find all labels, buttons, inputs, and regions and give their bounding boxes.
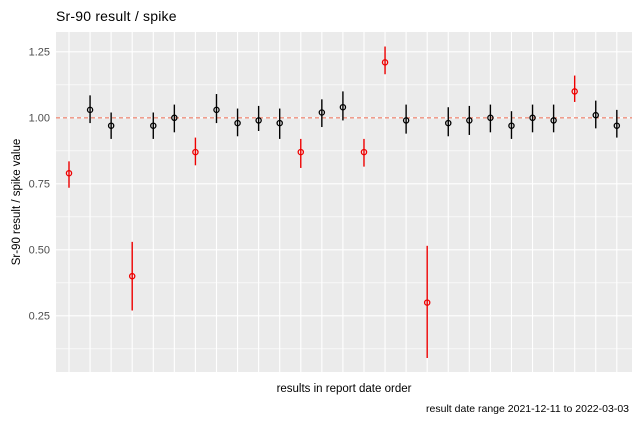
point-marker: [402, 117, 410, 124]
point-marker: [128, 272, 136, 280]
point-marker: [360, 148, 368, 156]
point-marker: [508, 122, 515, 129]
point-marker: [297, 148, 305, 156]
y-tick-label: 0.50: [29, 245, 50, 257]
point-marker: [171, 114, 178, 122]
chart-title: Sr-90 result / spike: [56, 8, 177, 24]
chart-caption: result date range 2021-12-11 to 2022-03-…: [426, 403, 629, 415]
point-marker: [150, 122, 157, 129]
y-tick-label: 1.25: [29, 47, 50, 59]
point-marker: [571, 88, 578, 95]
point-marker: [339, 103, 347, 111]
point-marker: [255, 117, 262, 124]
y-tick-label: 0.75: [29, 179, 50, 191]
point-marker: [445, 119, 452, 127]
point-marker: [318, 109, 326, 116]
point-marker: [487, 114, 494, 122]
point-marker: [613, 122, 621, 129]
point-marker: [550, 117, 557, 124]
point-marker: [234, 119, 241, 127]
point-marker: [192, 148, 199, 156]
point-marker: [107, 122, 115, 129]
x-axis-title: results in report date order: [276, 383, 412, 395]
point-marker: [213, 106, 220, 114]
panel-background: [56, 32, 632, 372]
point-marker: [86, 106, 94, 114]
point-marker: [592, 111, 600, 119]
point-marker: [65, 169, 73, 177]
point-marker: [529, 114, 536, 122]
y-tick-label: 1.00: [29, 113, 50, 125]
point-marker: [381, 59, 389, 66]
point-marker: [466, 117, 473, 124]
point-marker: [276, 119, 283, 127]
point-marker: [423, 299, 431, 306]
y-tick-label: 0.25: [29, 311, 50, 323]
